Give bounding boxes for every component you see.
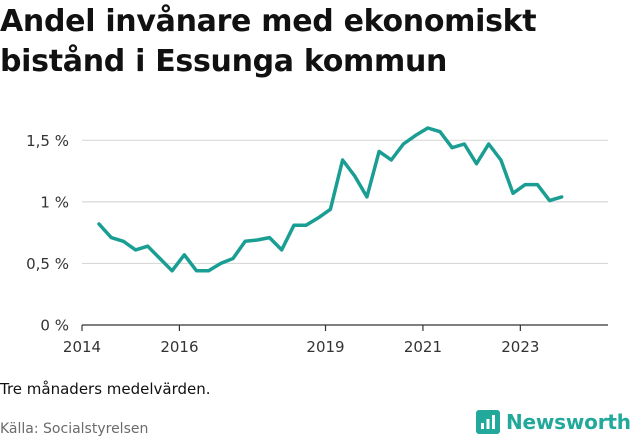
newsworthy-logo[interactable]: Newsworthy <box>476 408 631 436</box>
newsworthy-wordmark: Newsworthy <box>506 410 631 434</box>
x-tick-label: 2014 <box>63 338 101 356</box>
chart-title: Andel invånare med ekonomiskt bistånd i … <box>0 4 537 79</box>
x-axis <box>81 324 608 331</box>
x-tick-label: 2019 <box>306 338 344 356</box>
x-axis-labels: 2014 2016 2019 2021 2023 <box>63 338 540 356</box>
y-tick-label: 0,5 % <box>26 255 69 273</box>
newsworthy-chart-icon <box>476 410 500 434</box>
series-line <box>97 126 564 273</box>
source-credit: Källa: Socialstyrelsen <box>0 421 149 437</box>
x-tick-label: 2021 <box>404 338 442 356</box>
chart-note: Tre månaders medelvärden. <box>0 380 211 398</box>
grid-lines <box>82 139 608 265</box>
y-axis-labels: 0 % 0,5 % 1 % 1,5 % <box>26 132 69 335</box>
y-tick-label: 0 % <box>40 317 69 335</box>
x-tick-label: 2023 <box>501 338 539 356</box>
x-tick-label: 2016 <box>160 338 198 356</box>
y-tick-label: 1 % <box>40 193 69 211</box>
series <box>97 126 564 273</box>
y-tick-label: 1,5 % <box>26 132 69 150</box>
